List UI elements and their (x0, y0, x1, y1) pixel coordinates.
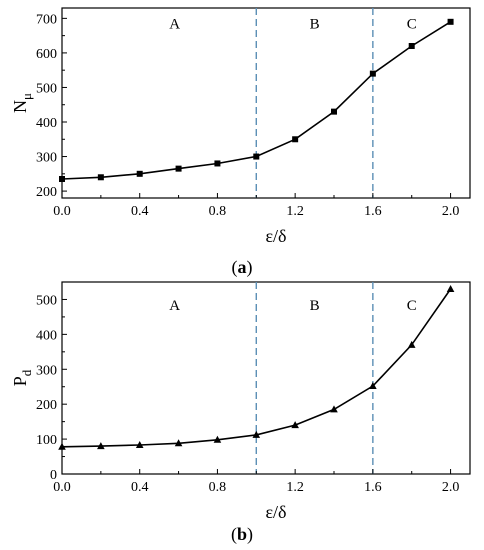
x-tick-label: 2.0 (442, 204, 460, 219)
y-tick-label: 400 (36, 116, 57, 131)
y-tick-label: 700 (36, 12, 57, 27)
data-point (58, 442, 66, 450)
y-axis-title: Nμ (10, 93, 34, 113)
y-axis-title-main: P (10, 376, 30, 386)
region-label: A (169, 298, 180, 314)
y-tick-label: 500 (36, 81, 57, 96)
region-label: B (310, 17, 320, 33)
figure-caption: (a) (232, 257, 253, 278)
x-tick-label: 1.2 (286, 204, 304, 219)
x-tick-label: 0.8 (209, 480, 227, 495)
data-point (252, 430, 261, 438)
data-point (292, 136, 299, 143)
y-tick-label: 100 (36, 433, 57, 448)
data-point (407, 340, 416, 348)
data-point (97, 174, 104, 181)
x-tick-label: 1.6 (364, 204, 382, 219)
data-point (408, 43, 415, 49)
x-tick-label: 0.0 (53, 480, 71, 495)
caption-letter: b (237, 524, 247, 544)
y-tick-label: 500 (36, 293, 57, 308)
plot-frame (61, 281, 471, 475)
data-point (291, 421, 299, 429)
data-point (135, 441, 144, 449)
x-tick-label: 2.0 (442, 480, 460, 495)
y-axis-title: Pd (10, 369, 34, 386)
data-point (59, 176, 65, 182)
chart-a: 0.0 0.4 0.8 1.2 1.6 2.0 200 300 400 500 600 700 A B Cε… (10, 7, 471, 278)
region-label: C (407, 298, 417, 314)
series-line (61, 288, 452, 448)
y-axis-title-sub: d (19, 369, 34, 376)
plot-frame (61, 7, 471, 199)
data-point (369, 70, 376, 77)
caption-letter: a (238, 257, 247, 277)
y-tick-label: 300 (36, 363, 57, 378)
y-tick-label: 400 (36, 328, 57, 343)
data-point (331, 108, 337, 115)
x-axis-title: ε/δ (265, 226, 286, 246)
x-axis-title: ε/δ (265, 502, 286, 522)
data-point (136, 170, 143, 177)
caption-open: ( (231, 524, 237, 545)
y-axis-title-sub: μ (19, 93, 34, 100)
region-label: B (310, 298, 320, 314)
data-point (369, 382, 377, 390)
x-tick-label: 0.8 (209, 204, 227, 219)
data-point (213, 435, 222, 443)
data-point (214, 160, 221, 167)
data-point (253, 153, 260, 160)
data-point (97, 442, 105, 450)
x-tick-label: 0.0 (53, 204, 71, 219)
x-tick-label: 0.4 (131, 480, 149, 495)
y-tick-label: 600 (36, 47, 57, 62)
region-label: C (407, 17, 417, 33)
y-axis-title-main: N (10, 100, 30, 113)
data-point (175, 165, 182, 172)
data-point (174, 439, 183, 447)
x-tick-label: 1.2 (286, 480, 304, 495)
data-point (446, 284, 455, 292)
caption-close: ) (247, 257, 253, 278)
figure-caption: (b) (231, 524, 253, 545)
y-tick-label: 0 (50, 468, 57, 483)
x-tick-label: 1.6 (364, 480, 382, 495)
y-tick-label: 200 (36, 398, 57, 413)
caption-open: ( (232, 257, 238, 278)
y-tick-label: 200 (36, 185, 57, 200)
data-point (330, 405, 338, 413)
x-tick-label: 0.4 (131, 204, 149, 219)
y-tick-label: 300 (36, 151, 57, 166)
caption-close: ) (247, 524, 253, 545)
data-point (447, 18, 454, 25)
region-label: A (169, 17, 180, 33)
chart-b: 0.0 0.4 0.8 1.2 1.6 2.0 0 100 200 300 400 500 A B Cε/δ… (10, 281, 471, 545)
